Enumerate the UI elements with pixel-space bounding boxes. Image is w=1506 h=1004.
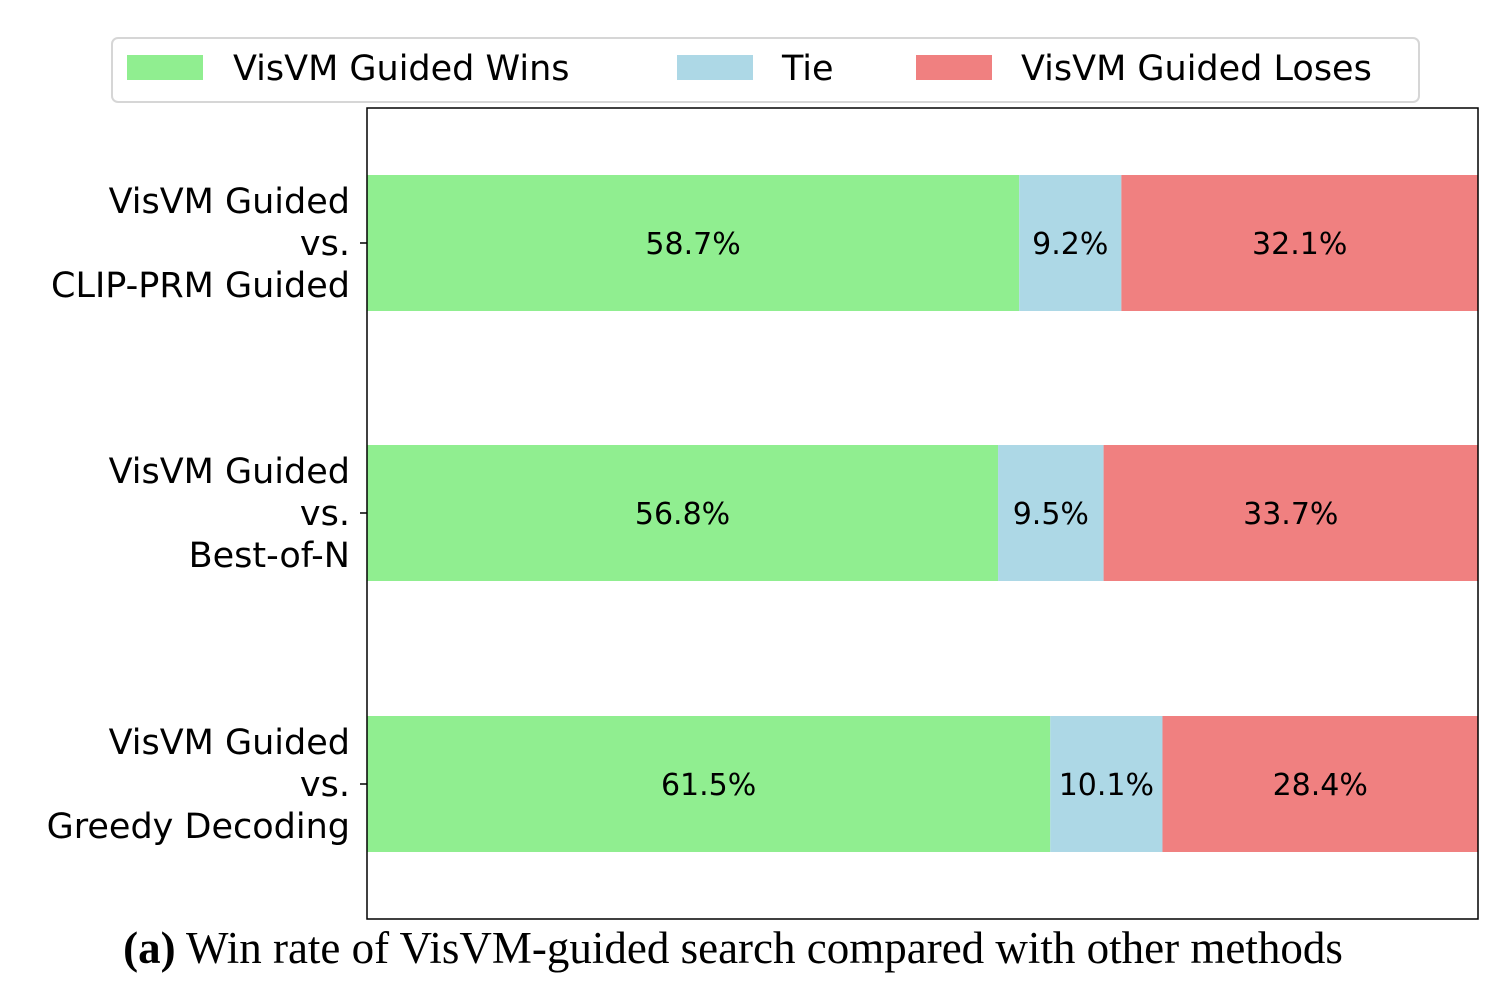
legend: VisVM Guided Wins Tie VisVM Guided Loses bbox=[111, 37, 1420, 103]
y-tick-label: VisVM Guided vs. CLIP-PRM Guided bbox=[51, 182, 350, 306]
bar-segment bbox=[367, 445, 999, 581]
bar-segment bbox=[1019, 175, 1122, 311]
data-label: 61.5% bbox=[661, 768, 756, 803]
bar-segment bbox=[367, 716, 1051, 852]
data-label: 10.1% bbox=[1059, 768, 1154, 803]
caption-text: Win rate of VisVM-guided search compared… bbox=[186, 923, 1343, 973]
bars-group: 58.7% 9.2% 32.1% 56.8% 9.5% 33.7% 61.5% 10.1% 28… bbox=[367, 175, 1478, 852]
data-label: 56.8% bbox=[635, 497, 730, 532]
data-label: 9.5% bbox=[1013, 497, 1089, 532]
bar-segment bbox=[1103, 445, 1478, 581]
legend-label: VisVM Guided Wins bbox=[233, 49, 570, 89]
legend-label: Tie bbox=[781, 49, 834, 89]
figure-caption: (a) Win rate of VisVM-guided search comp… bbox=[0, 922, 1466, 974]
legend-swatch bbox=[127, 55, 203, 80]
bar-segment bbox=[1121, 175, 1478, 311]
data-label: 9.2% bbox=[1032, 227, 1108, 262]
bar-segment bbox=[367, 175, 1020, 311]
stacked-bar-chart: VisVM Guided Wins Tie VisVM Guided Loses 5… bbox=[47, 37, 1479, 920]
bar-segment bbox=[998, 445, 1104, 581]
y-tick-labels: VisVM Guided vs. CLIP-PRM Guided VisVM Guid… bbox=[47, 182, 367, 847]
caption-prefix: (a) bbox=[123, 923, 176, 973]
axes-frame bbox=[366, 107, 1479, 920]
bar-segment bbox=[1162, 716, 1478, 852]
legend-frame bbox=[111, 37, 1420, 103]
data-label: 28.4% bbox=[1273, 768, 1368, 803]
y-tick-label: VisVM Guided vs. Greedy Decoding bbox=[47, 723, 350, 847]
bar-segment bbox=[1050, 716, 1163, 852]
legend-label: VisVM Guided Loses bbox=[1021, 49, 1372, 89]
legend-swatch bbox=[916, 55, 992, 80]
y-tick-label: VisVM Guided vs. Best-of-N bbox=[109, 452, 350, 576]
data-label: 58.7% bbox=[645, 227, 740, 262]
data-label: 32.1% bbox=[1252, 227, 1347, 262]
data-label: 33.7% bbox=[1243, 497, 1338, 532]
legend-swatch bbox=[677, 55, 753, 80]
